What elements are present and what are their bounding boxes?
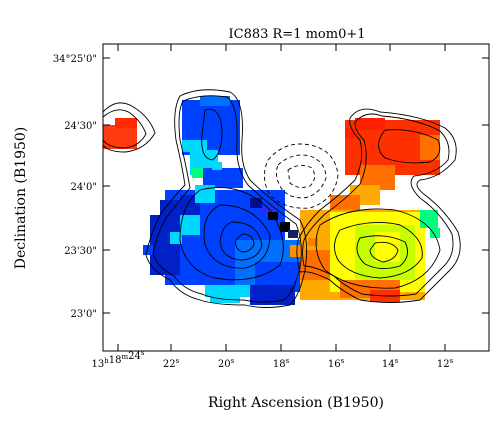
- y-tick-label: 24'0": [71, 182, 97, 193]
- tick-marks: [103, 44, 489, 351]
- y-tick-labels: 34°25'0" 24'30" 24'0" 23'30" 23'0": [53, 54, 97, 320]
- solid-contour: [102, 109, 147, 149]
- x-tick-label: 12s: [437, 357, 454, 370]
- y-tick-label: 24'30": [64, 121, 97, 132]
- dashed-contour: [287, 165, 315, 188]
- solid-contour: [302, 113, 454, 297]
- pixel-block: [192, 168, 204, 178]
- solid-contour: [378, 129, 441, 164]
- pixel-block: [420, 210, 438, 228]
- chart-title: IC883 R=1 mom0+1: [228, 27, 365, 42]
- x-tick-label: 22s: [163, 357, 180, 370]
- pixel-block: [115, 118, 137, 128]
- solid-contour: [145, 89, 308, 308]
- pixel-block: [170, 232, 182, 244]
- intensity-map: [103, 96, 440, 305]
- pixel-block: [143, 245, 153, 255]
- solid-contour: [235, 233, 255, 253]
- contour-lines: [102, 89, 461, 308]
- x-tick-label: 16s: [328, 357, 345, 370]
- x-tick-label: 13h18m24s: [92, 349, 145, 370]
- pixel-block: [250, 198, 262, 208]
- pixel-block: [195, 185, 215, 203]
- solid-contour: [369, 241, 399, 263]
- pixel-block: [160, 200, 180, 220]
- solid-contour: [334, 221, 423, 279]
- x-tick-label: 14s: [382, 357, 399, 370]
- x-tick-label: 20s: [218, 357, 235, 370]
- solid-contour: [102, 102, 156, 153]
- x-tick-label: 18s: [273, 357, 290, 370]
- y-tick-label: 23'0": [71, 309, 97, 320]
- solid-contour: [296, 108, 461, 303]
- pixel-block: [205, 285, 255, 297]
- x-axis-label: Right Ascension (B1950): [208, 395, 384, 411]
- plot-frame: [102, 43, 490, 352]
- pixel-block: [212, 162, 222, 170]
- dashed-contour: [275, 154, 327, 199]
- pixel-block: [182, 140, 207, 152]
- pixel-block: [280, 222, 290, 232]
- solid-contour: [219, 221, 263, 261]
- solid-contour: [356, 235, 409, 269]
- pixel-block: [268, 212, 278, 220]
- pixel-block: [430, 228, 440, 238]
- pixel-block: [103, 125, 137, 149]
- pixel-block: [345, 128, 355, 138]
- pixel-block: [203, 168, 243, 188]
- pixel-block: [260, 205, 275, 215]
- y-tick-label: 23'30": [64, 246, 97, 257]
- solid-contour: [152, 95, 302, 303]
- pixel-block: [288, 230, 298, 238]
- solid-contour: [179, 187, 284, 281]
- solid-contour: [315, 208, 441, 289]
- y-tick-label: 34°25'0": [53, 54, 97, 65]
- pixel-block: [308, 238, 318, 246]
- solid-contour: [203, 204, 271, 269]
- pixel-block: [180, 215, 200, 235]
- pixel-block: [355, 118, 385, 130]
- pixel-block: [200, 96, 230, 106]
- dashed-contour: [264, 143, 339, 209]
- pixel-block: [420, 135, 440, 160]
- y-axis-label: Declination (B1950): [13, 127, 29, 270]
- x-tick-labels: 13h18m24s 22s 20s 18s 16s 14s 12s: [92, 349, 454, 370]
- solid-contour: [201, 108, 223, 161]
